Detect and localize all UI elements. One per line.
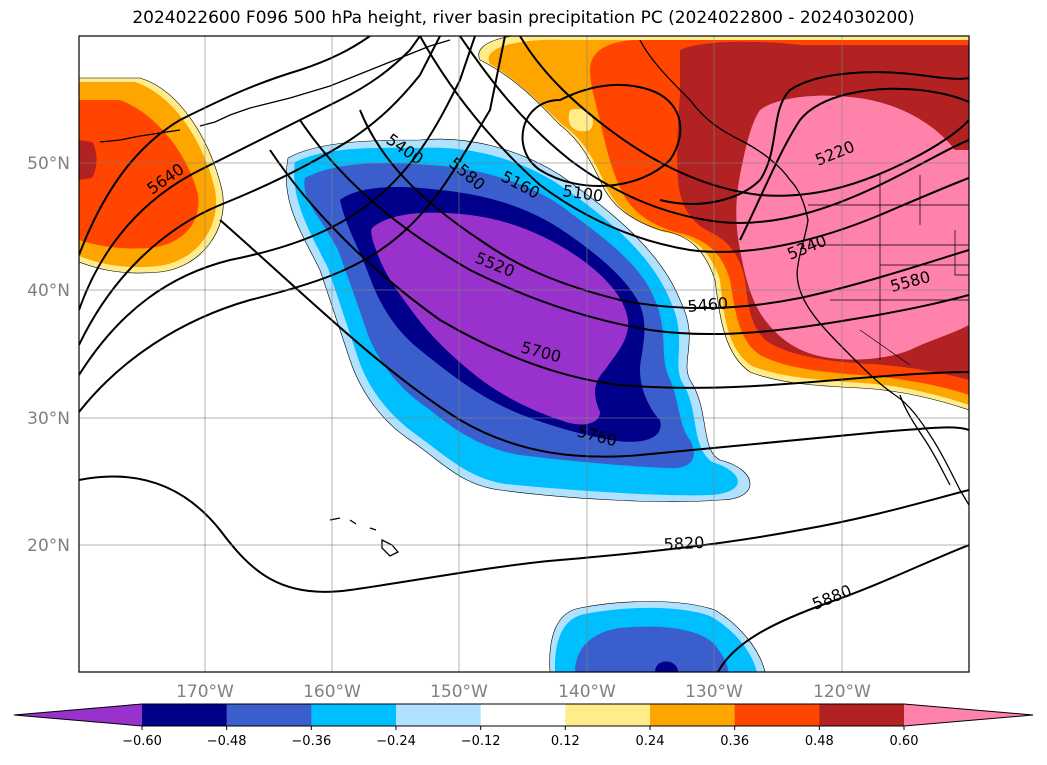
state-borders <box>808 175 969 366</box>
colorbar-segment <box>311 704 397 726</box>
longitude-labels: 170°W 160°W 150°W 140°W 130°W 120°W <box>176 682 871 702</box>
colorbar-label: 0.12 <box>551 734 580 749</box>
map-frame <box>78 35 970 673</box>
colorbar-label: −0.36 <box>291 734 331 749</box>
colorbar-label: 0.60 <box>890 734 919 749</box>
colorbar-label: 0.24 <box>636 734 665 749</box>
coastlines <box>99 39 969 557</box>
colorbar-label: −0.48 <box>207 734 247 749</box>
colorbar: −0.60 −0.48 −0.36 −0.24 −0.12 0.12 0.24 0.36 0.4… <box>13 703 1034 749</box>
height-contours <box>79 36 969 672</box>
colorbar-label: −0.12 <box>461 734 501 749</box>
lat-label: 50°N <box>27 154 70 174</box>
colorbar-label: 0.36 <box>720 734 749 749</box>
colorbar-segment <box>142 704 228 726</box>
positive-anomaly-west <box>79 78 224 274</box>
lon-label: 120°W <box>813 682 871 702</box>
colorbar-segment <box>480 704 566 726</box>
colorbar-label: 0.48 <box>805 734 834 749</box>
colorbar-segment <box>396 704 482 726</box>
colorbar-extend-low <box>14 704 142 726</box>
lat-label: 40°N <box>27 281 70 301</box>
anomaly-outlines <box>79 36 969 672</box>
contour-label: 5820 <box>663 533 705 554</box>
lat-label: 20°N <box>27 536 70 556</box>
colorbar-segment <box>819 704 905 726</box>
colorbar-label: −0.24 <box>376 734 416 749</box>
lon-label: 140°W <box>558 682 616 702</box>
colorbar-segment <box>565 704 651 726</box>
lon-label: 160°W <box>303 682 361 702</box>
lon-label: 170°W <box>176 682 234 702</box>
latitude-labels: 50°N 40°N 30°N 20°N <box>27 154 70 556</box>
negative-anomaly-south <box>549 601 765 672</box>
colorbar-segment <box>650 704 736 726</box>
colorbar-segment <box>226 704 312 726</box>
colorbar-extend-high <box>904 704 1033 726</box>
lon-label: 130°W <box>685 682 743 702</box>
lat-label: 30°N <box>27 409 70 429</box>
map-title: 2024022600 F096 500 hPa height, river ba… <box>132 8 915 28</box>
colorbar-segment <box>734 704 820 726</box>
contour-label: 5460 <box>687 294 729 316</box>
colorbar-label: −0.60 <box>122 734 162 749</box>
gridlines <box>79 36 969 672</box>
lon-label: 150°W <box>430 682 488 702</box>
